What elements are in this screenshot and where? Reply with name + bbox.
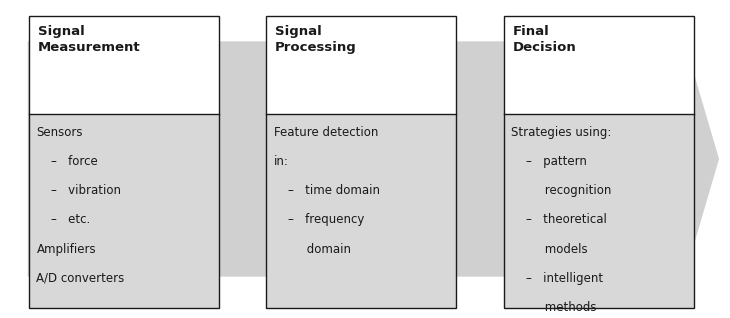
Bar bbox=[29, 16, 219, 114]
Bar bbox=[266, 16, 456, 308]
Text: –   intelligent: – intelligent bbox=[526, 272, 603, 285]
Text: domain: domain bbox=[288, 243, 351, 256]
Text: Amplifiers: Amplifiers bbox=[36, 243, 96, 256]
Text: –   frequency: – frequency bbox=[288, 213, 365, 226]
Text: recognition: recognition bbox=[526, 184, 611, 197]
Text: in:: in: bbox=[274, 155, 288, 168]
Text: A/D converters: A/D converters bbox=[36, 272, 125, 285]
Polygon shape bbox=[28, 22, 719, 296]
Text: methods: methods bbox=[526, 301, 596, 314]
Text: Signal
Processing: Signal Processing bbox=[275, 25, 357, 54]
Text: –   force: – force bbox=[51, 155, 98, 168]
Text: Signal
Measurement: Signal Measurement bbox=[38, 25, 141, 54]
Text: models: models bbox=[526, 243, 587, 256]
Text: –   pattern: – pattern bbox=[526, 155, 586, 168]
Text: –   vibration: – vibration bbox=[51, 184, 121, 197]
Bar bbox=[504, 16, 694, 308]
Bar bbox=[29, 114, 219, 308]
Bar bbox=[504, 114, 694, 308]
Bar bbox=[266, 16, 456, 114]
Text: –   theoretical: – theoretical bbox=[526, 213, 607, 226]
Text: –   time domain: – time domain bbox=[288, 184, 380, 197]
Bar bbox=[29, 16, 219, 308]
Text: –   etc.: – etc. bbox=[51, 213, 91, 226]
Text: Strategies using:: Strategies using: bbox=[511, 126, 612, 139]
Bar bbox=[266, 114, 456, 308]
Text: Sensors: Sensors bbox=[36, 126, 83, 139]
Text: Feature detection: Feature detection bbox=[274, 126, 378, 139]
Bar bbox=[504, 16, 694, 114]
Text: Final
Decision: Final Decision bbox=[512, 25, 576, 54]
